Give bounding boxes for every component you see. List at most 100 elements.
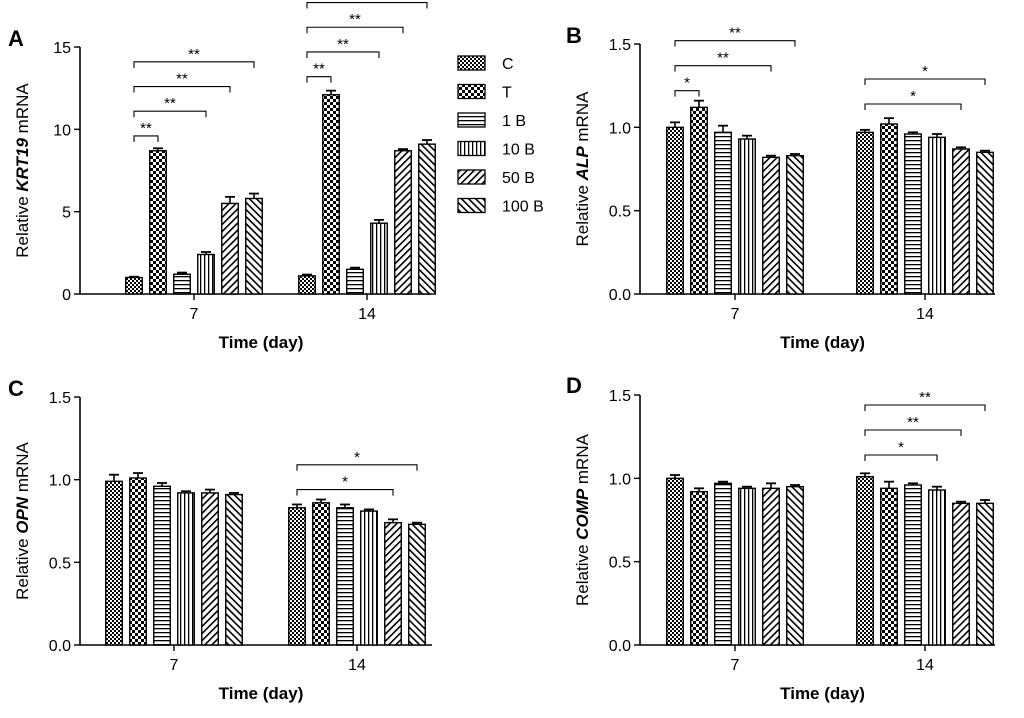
bar [360, 510, 378, 646]
y-tick-label: 5 [62, 205, 71, 222]
significance-bracket [864, 429, 962, 436]
y-axis-title: Relative COMP mRNA [573, 433, 592, 606]
bar [928, 489, 946, 646]
bar [856, 475, 874, 646]
bar [370, 222, 388, 295]
bar [149, 150, 167, 295]
significance-label: ** [188, 46, 200, 63]
legend-label: T [502, 85, 512, 102]
legend-swatch [457, 55, 486, 71]
y-axis-title: Relative KRT19 mRNA [13, 83, 32, 258]
bar [201, 492, 219, 646]
legend-swatch [457, 83, 486, 100]
bar [288, 507, 306, 646]
significance-label: ** [361, 0, 373, 4]
bar [880, 123, 898, 295]
panel-c: C 0.0 0.5 1.0 1.5 7 14 Time (day) Relative OPN m… [8, 376, 432, 703]
bar [336, 507, 354, 646]
x-axis-title: Time (day) [780, 684, 865, 703]
significance-label: ** [729, 25, 741, 42]
significance-label: ** [349, 11, 361, 28]
significance-bracket [133, 110, 207, 118]
y-axis-title: Relative ALP mRNA [573, 91, 592, 247]
significance-bracket [674, 65, 772, 72]
panel-letter: A [8, 26, 24, 51]
panel-letter: C [8, 376, 24, 401]
significance-label: * [898, 439, 904, 456]
significance-label: ** [717, 50, 729, 67]
significance-label: ** [919, 389, 931, 406]
bar [856, 131, 874, 295]
significance-label: * [354, 449, 360, 466]
panels-layer: A 0 5 10 15 7 14 Time (day) Relative KRT19 mRNA *… [8, 0, 995, 703]
significance-bracket [133, 135, 159, 142]
bar [666, 126, 684, 295]
y-tick-label: 1.5 [49, 390, 71, 407]
significance-bracket [864, 78, 986, 85]
bar [153, 485, 171, 646]
panel-letter: D [566, 373, 582, 398]
legend-item: T [457, 83, 512, 102]
significance-label: * [342, 474, 348, 491]
bar [904, 484, 922, 646]
bar [952, 502, 970, 646]
bar [976, 502, 994, 646]
significance-bracket [306, 26, 404, 34]
significance-label: ** [907, 414, 919, 431]
x-axis-title: Time (day) [780, 333, 865, 352]
y-tick-label: 1.0 [49, 473, 71, 490]
x-tick-label: 14 [348, 657, 366, 674]
y-tick-label: 0.0 [609, 638, 631, 655]
significance-label: * [922, 63, 928, 80]
significance-label: ** [313, 61, 325, 78]
legend-label: 50 B [502, 170, 535, 187]
significance-bracket [306, 51, 380, 58]
y-tick-label: 0.0 [49, 638, 71, 655]
bar [690, 106, 708, 295]
significance-bracket [306, 1, 428, 9]
bar [125, 276, 143, 295]
legend-item: 1 B [457, 112, 526, 130]
x-tick-label: 7 [190, 306, 199, 323]
bar [105, 480, 123, 646]
significance-bracket [864, 103, 962, 110]
legend-label: 100 B [502, 199, 544, 216]
panel-a: A 0 5 10 15 7 14 Time (day) Relative KRT19 mRNA *… [8, 0, 436, 352]
bar [786, 154, 804, 295]
bar [418, 143, 436, 295]
bar [976, 151, 994, 295]
bar [714, 482, 732, 646]
significance-bracket [133, 85, 231, 93]
bar [322, 94, 340, 295]
x-axis-title: Time (day) [219, 684, 304, 703]
x-tick-label: 7 [731, 657, 740, 674]
y-tick-label: 1.0 [609, 471, 631, 488]
panel-b: B 0.0 0.5 1.0 1.5 7 14 Time (day) Relative ALP m… [566, 23, 995, 352]
x-tick-label: 7 [170, 657, 179, 674]
y-tick-label: 1.0 [609, 120, 631, 137]
significance-label: ** [140, 120, 152, 137]
y-tick-label: 0.0 [609, 287, 631, 304]
bar [738, 138, 756, 295]
x-tick-label: 7 [731, 306, 740, 323]
legend-label: 1 B [502, 113, 526, 130]
legend-item: C [457, 55, 514, 73]
significance-bracket [296, 464, 418, 471]
panel-letter: B [566, 23, 582, 48]
y-tick-label: 1.5 [609, 37, 631, 54]
legend-swatch [457, 140, 486, 157]
significance-bracket [674, 40, 796, 47]
bar [129, 477, 147, 646]
bar [904, 133, 922, 295]
bar [880, 487, 898, 646]
legend-swatch [457, 169, 486, 185]
bar [225, 493, 243, 646]
significance-label: ** [164, 95, 176, 112]
panel-d: D 0.0 0.5 1.0 1.5 7 14 Time (day) Relative COMP … [566, 373, 995, 703]
y-tick-label: 15 [53, 40, 71, 57]
bar [762, 156, 780, 295]
legend-item: 10 B [457, 140, 535, 159]
bar [666, 477, 684, 646]
